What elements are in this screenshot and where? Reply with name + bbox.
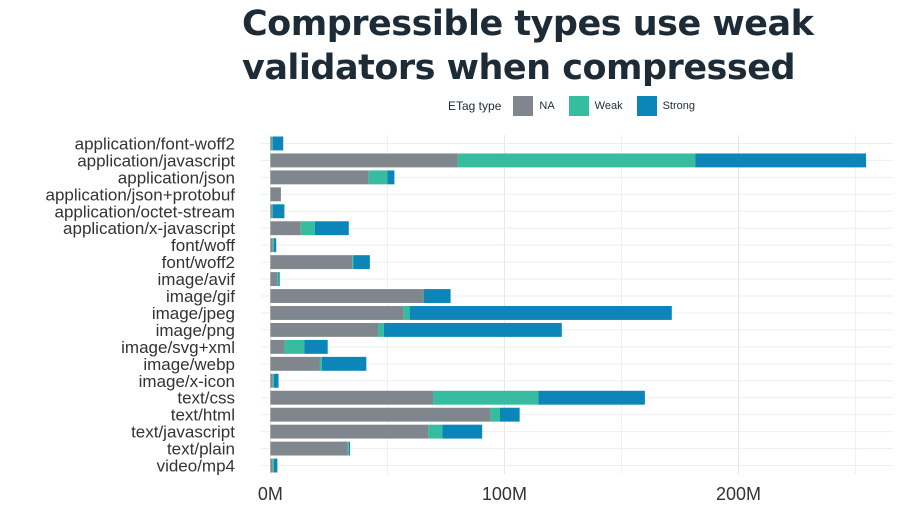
bar-na-18	[270, 441, 348, 456]
legend-title: ETag type	[448, 99, 502, 113]
legend-label-na: NA	[539, 100, 555, 112]
bar-strong-18	[348, 441, 350, 456]
bar-na-10	[270, 306, 404, 320]
bar-strong-16	[499, 407, 520, 422]
bar-strong-15	[538, 390, 645, 405]
chart-title-line-1: Compressible types use weak	[242, 4, 814, 44]
category-labels: application/font-woff2application/javasc…	[46, 134, 236, 475]
bar-weak-19	[272, 458, 274, 473]
bar-weak-7	[352, 255, 354, 270]
bar-strong-2	[387, 170, 395, 185]
bar-weak-13	[319, 356, 322, 371]
bar-na-6	[270, 238, 273, 253]
legend-item-na: NA	[513, 96, 555, 116]
category-label-6: font/woff	[171, 236, 235, 255]
bar-strong-12	[304, 339, 328, 354]
bar-weak-2	[368, 170, 388, 185]
bar-weak-6	[272, 238, 274, 253]
bar-na-4	[270, 204, 272, 219]
bar-strong-1	[695, 153, 867, 168]
category-label-15: text/css	[177, 389, 235, 408]
category-label-7: font/woff2	[162, 253, 235, 272]
bar-weak-17	[428, 424, 443, 439]
bar-strong-7	[353, 255, 370, 270]
bar-na-17	[270, 424, 429, 439]
category-label-13: image/webp	[143, 355, 235, 374]
legend-swatch-na	[513, 96, 534, 116]
bar-weak-16	[490, 407, 500, 422]
category-label-19: video/mp4	[157, 457, 235, 476]
bar-na-7	[270, 255, 353, 270]
bar-na-3	[270, 187, 281, 202]
bar-weak-18	[347, 441, 349, 456]
category-label-9: image/gif	[166, 287, 235, 306]
bar-strong-9	[423, 289, 451, 303]
bar-weak-12	[284, 339, 305, 354]
category-label-10: image/jpeg	[152, 304, 235, 323]
bar-strong-10	[409, 306, 672, 320]
bar-na-16	[270, 407, 491, 422]
bar-weak-11	[378, 322, 384, 337]
bar-weak-1	[457, 153, 696, 168]
bar-na-12	[270, 339, 285, 354]
category-label-1: application/javascript	[77, 151, 235, 170]
bar-na-15	[270, 390, 434, 405]
category-label-12: image/svg+xml	[121, 338, 235, 357]
bar-strong-13	[321, 356, 367, 371]
bar-strong-11	[383, 322, 562, 337]
bar-na-1	[270, 153, 458, 168]
bar-strong-5	[314, 221, 349, 236]
category-label-18: text/plain	[167, 440, 235, 459]
category-label-4: application/octet-stream	[55, 202, 235, 221]
category-label-11: image/png	[156, 321, 235, 340]
x-tick-label-2: 200M	[716, 484, 761, 504]
x-tick-labels: 0M 100M 200M	[258, 484, 761, 504]
bar-na-0	[270, 136, 272, 151]
bar-weak-5	[300, 221, 315, 236]
chart-title: Compressible types use weak validators w…	[242, 2, 814, 90]
bar-weak-4	[271, 204, 273, 219]
bar-weak-15	[433, 390, 539, 405]
bar-strong-8	[278, 272, 280, 287]
category-label-2: application/json	[118, 168, 235, 187]
category-label-17: text/javascript	[131, 423, 235, 442]
legend-swatch-strong	[636, 96, 657, 116]
category-label-16: text/html	[171, 406, 235, 425]
bar-strong-14	[273, 373, 279, 388]
category-label-5: application/x-javascript	[63, 219, 235, 238]
bar-na-11	[270, 322, 379, 337]
bar-na-8	[270, 272, 278, 287]
bar-na-9	[270, 289, 424, 303]
chart-legend: ETag type NA Weak Strong	[448, 96, 701, 116]
category-label-8: image/avif	[158, 270, 236, 289]
bar-weak-8	[277, 272, 279, 287]
bar-strong-6	[273, 238, 277, 253]
legend-swatch-weak	[568, 96, 589, 116]
category-label-14: image/x-icon	[139, 372, 235, 391]
legend-item-strong: Strong	[636, 96, 695, 116]
x-tick-label-0: 0M	[258, 484, 283, 504]
bar-strong-17	[442, 424, 483, 439]
category-label-3: application/json+protobuf	[46, 185, 236, 204]
bar-weak-0	[271, 136, 273, 151]
bar-weak-14	[272, 373, 274, 388]
bar-strong-0	[272, 136, 284, 151]
bar-na-5	[270, 221, 301, 236]
chart-title-line-2: validators when compressed	[242, 48, 796, 88]
legend-label-strong: Strong	[662, 100, 695, 112]
grid-lines	[261, 135, 893, 474]
legend-label-weak: Weak	[594, 100, 623, 112]
bar-na-2	[270, 170, 369, 185]
bar-na-13	[270, 356, 320, 371]
bars	[270, 136, 867, 473]
x-tick-label-1: 100M	[482, 484, 527, 504]
bar-na-14	[270, 373, 273, 388]
bar-weak-10	[403, 306, 410, 320]
bar-strong-19	[273, 458, 278, 473]
category-label-0: application/font-woff2	[75, 134, 235, 153]
bar-na-19	[270, 458, 273, 473]
bar-strong-4	[272, 204, 285, 219]
legend-item-weak: Weak	[568, 96, 623, 116]
